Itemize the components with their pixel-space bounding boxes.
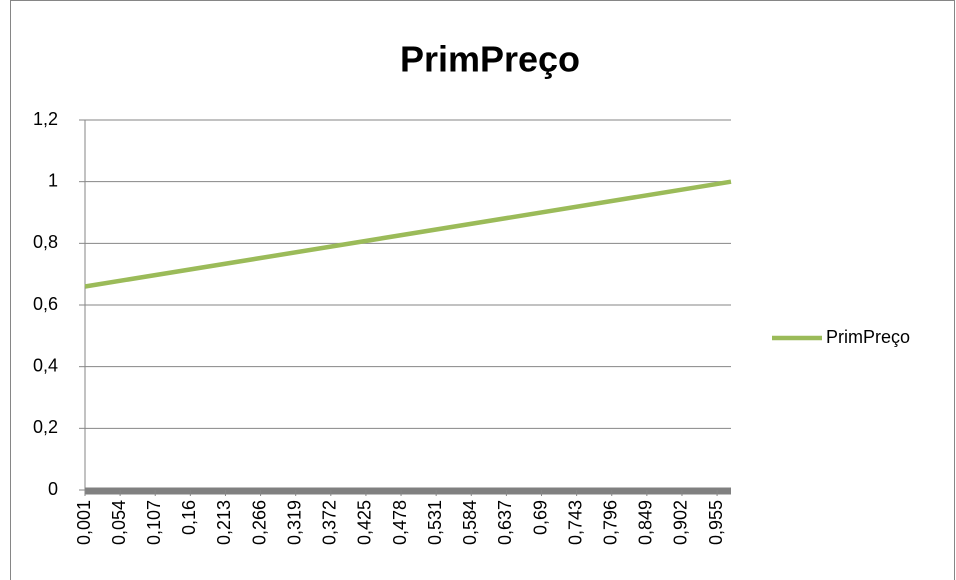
data-line [84, 179, 732, 289]
x-tick-label: 0,054 [109, 500, 129, 545]
x-tick-label: 0,637 [495, 500, 515, 545]
x-tick-label: 0,001 [74, 500, 94, 545]
x-tick-label: 0,584 [460, 500, 480, 545]
x-tick-label: 0,743 [565, 500, 585, 545]
y-tick-label: 0,4 [33, 355, 58, 375]
x-tick-label: 0,849 [636, 500, 656, 545]
x-tick-label: 0,478 [390, 500, 410, 545]
y-tick-label: 1 [48, 170, 58, 190]
x-tick-label: 0,372 [320, 500, 340, 545]
x-tick-label: 0,902 [671, 500, 691, 545]
x-tick-label: 0,319 [284, 500, 304, 545]
x-tick-label: 0,69 [530, 500, 550, 535]
x-tick-label: 0,796 [600, 500, 620, 545]
x-tick-label: 0,955 [706, 500, 726, 545]
x-tick-label: 0,16 [179, 500, 199, 535]
y-tick-label: 0,2 [33, 417, 58, 437]
y-tick-label: 0 [48, 479, 58, 499]
x-tick-label: 0,531 [425, 500, 445, 545]
x-tick-label: 0,266 [249, 500, 269, 545]
chart-border [10, 0, 955, 580]
x-tick-label: 0,425 [355, 500, 375, 545]
chart-title: PrimPreço [400, 39, 580, 80]
y-tick-label: 0,6 [33, 294, 58, 314]
x-tick-label: 0,213 [214, 500, 234, 545]
y-tick-label: 1,2 [33, 109, 58, 129]
legend-label: PrimPreço [826, 327, 910, 347]
y-tick-label: 0,8 [33, 232, 58, 252]
x-tick-label: 0,107 [144, 500, 164, 545]
